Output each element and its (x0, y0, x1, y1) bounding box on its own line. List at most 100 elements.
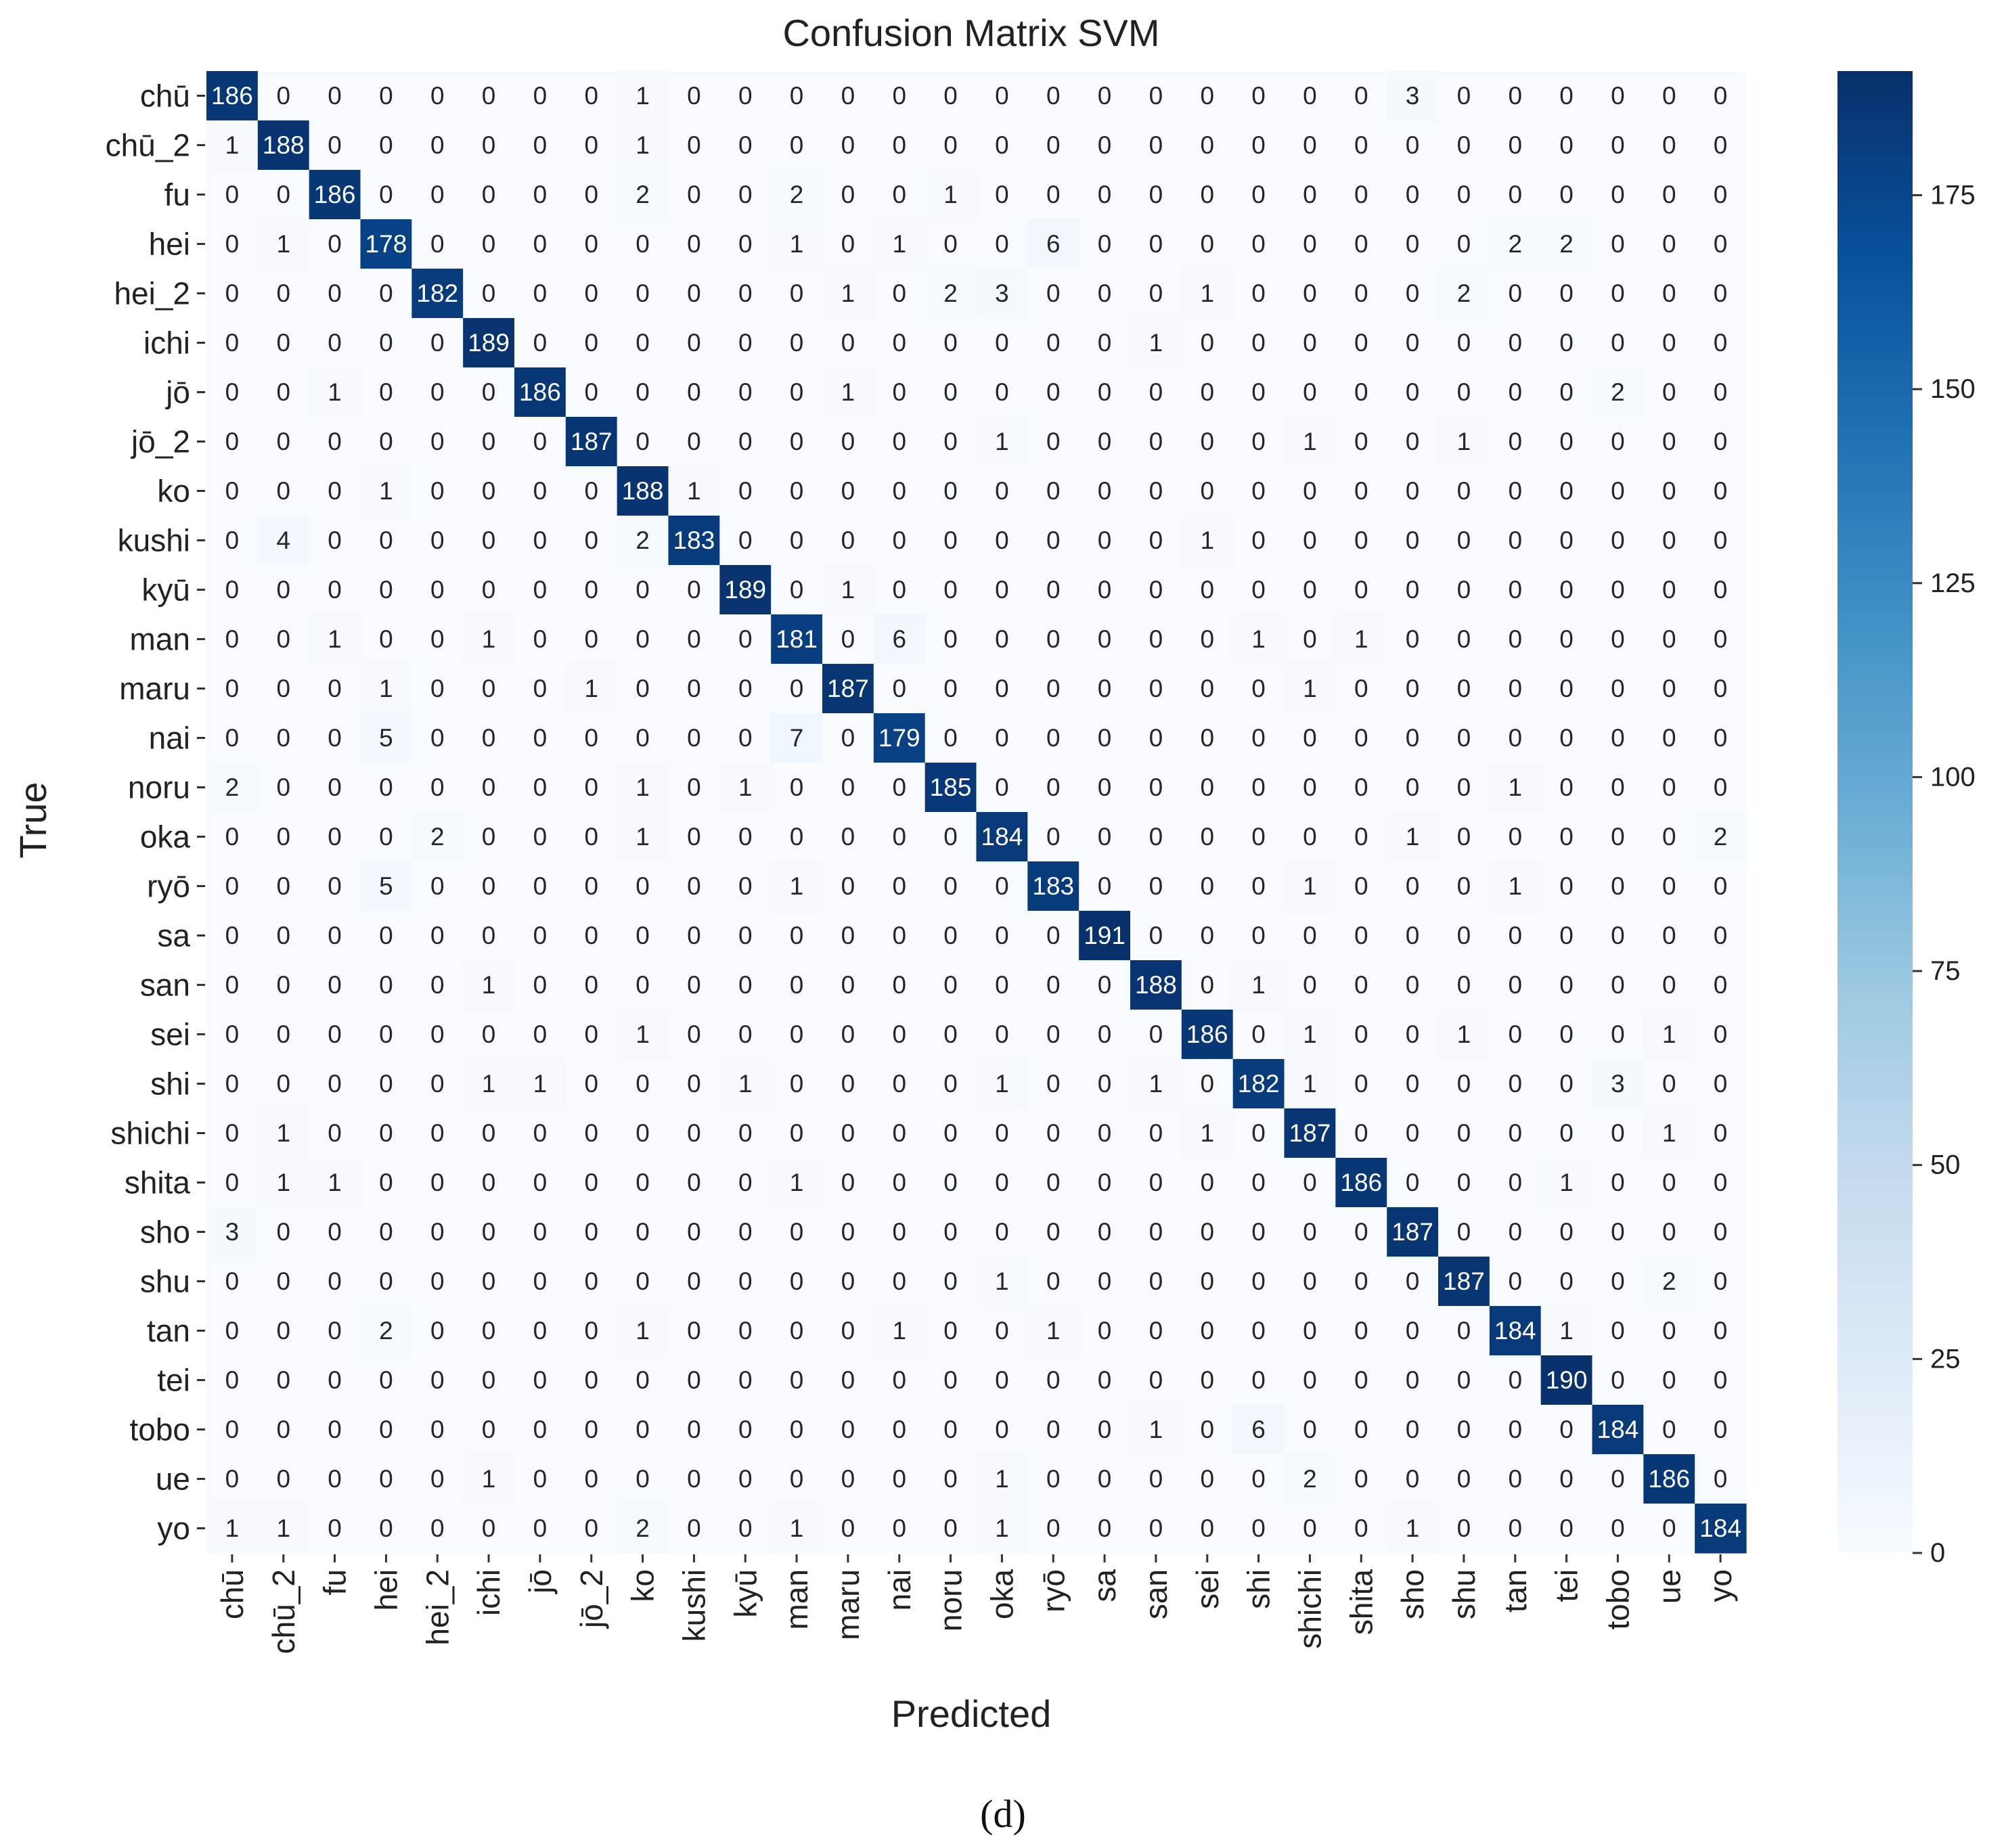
cell-value-label: 5 (379, 724, 393, 752)
cell-value-label: 0 (995, 576, 1009, 604)
heatmap-cell (822, 318, 874, 368)
cell-value-label: 0 (379, 1119, 393, 1147)
cell-value-label: 0 (328, 1267, 342, 1295)
cell-value-label: 0 (943, 428, 958, 455)
cell-value-label: 0 (1662, 279, 1676, 307)
heatmap-cell (976, 417, 1028, 467)
heatmap-cell (976, 1010, 1028, 1060)
cell-value-label: 0 (328, 1514, 342, 1542)
cell-value-label: 0 (328, 428, 342, 455)
cell-value-label: 0 (1714, 378, 1728, 406)
cell-value-label: 191 (1084, 922, 1125, 949)
heatmap-cell (1540, 318, 1593, 368)
heatmap-cell (1438, 1405, 1490, 1455)
y-tick-label: oka (140, 819, 191, 855)
heatmap-cell (514, 120, 566, 171)
heatmap-cell (873, 960, 926, 1010)
heatmap-cell (257, 911, 310, 961)
heatmap-cell (873, 713, 926, 763)
heatmap-cell (873, 170, 926, 220)
heatmap-cell (257, 664, 310, 714)
heatmap-cell (1181, 713, 1234, 763)
cell-value-label: 0 (1457, 1366, 1471, 1394)
heatmap-cell (719, 763, 772, 813)
cell-value-label: 0 (533, 922, 548, 949)
cell-value-label: 0 (328, 1020, 342, 1048)
cell-value-label: 0 (584, 1317, 598, 1345)
heatmap-cell (873, 1207, 926, 1257)
heatmap-cell (1387, 219, 1439, 269)
heatmap-cell (1489, 1257, 1542, 1307)
heatmap-cell (924, 763, 977, 813)
heatmap-cell (1592, 120, 1644, 171)
heatmap-cell (1284, 318, 1336, 368)
cell-value-label: 0 (687, 1267, 701, 1295)
heatmap-cell (1643, 219, 1695, 269)
colorbar-tick-label: 125 (1930, 568, 1976, 598)
cell-value-label: 0 (892, 1416, 906, 1443)
cell-value-label: 0 (276, 773, 290, 801)
heatmap-cell (1387, 120, 1439, 171)
colorbar-tick-label: 50 (1930, 1150, 1961, 1180)
heatmap-cell (1079, 417, 1131, 467)
heatmap-cell (1130, 318, 1182, 368)
heatmap-cell (771, 763, 823, 813)
heatmap-cell (822, 466, 874, 516)
cell-value-label: 0 (1098, 1070, 1112, 1098)
heatmap-cell (1079, 763, 1131, 813)
heatmap-cell (206, 614, 259, 664)
cell-value-label: 0 (533, 1267, 548, 1295)
heatmap-cell (360, 1355, 412, 1405)
cell-value-label: 0 (995, 1119, 1009, 1147)
heatmap-cell (1284, 269, 1336, 319)
cell-value-label: 183 (673, 526, 715, 554)
heatmap-cell (924, 170, 977, 220)
heatmap-cell (668, 812, 720, 862)
heatmap-cell (1387, 1504, 1439, 1554)
heatmap-cell (463, 1207, 515, 1257)
cell-value-label: 0 (1457, 1119, 1471, 1147)
heatmap-cell (360, 1158, 412, 1208)
heatmap-cell (1079, 1059, 1131, 1109)
cell-value-label: 187 (1289, 1119, 1331, 1147)
cell-value-label: 0 (1559, 279, 1574, 307)
cell-value-label: 0 (225, 1416, 240, 1443)
heatmap-cell (976, 1207, 1028, 1257)
cell-value-label: 2 (430, 823, 445, 851)
heatmap-cell (1130, 614, 1182, 664)
heatmap-cell (1130, 120, 1182, 171)
heatmap-cell (1695, 911, 1747, 961)
cell-value-label: 0 (1508, 82, 1522, 110)
heatmap-cell (822, 1405, 874, 1455)
cell-value-label: 0 (533, 971, 548, 999)
cell-value-label: 0 (379, 1416, 393, 1443)
heatmap-cell (822, 1059, 874, 1109)
cell-value-label: 0 (1508, 675, 1522, 702)
y-tick-label: maru (119, 671, 190, 706)
heatmap-cell (873, 861, 926, 911)
heatmap-cell (1643, 1158, 1695, 1208)
cell-value-label: 0 (790, 329, 804, 357)
cell-value-label: 0 (482, 1366, 496, 1394)
heatmap-cell (206, 466, 259, 516)
heatmap-cell (1540, 911, 1593, 961)
heatmap-cell (771, 219, 823, 269)
heatmap-cell (1130, 1355, 1182, 1405)
heatmap-cell (976, 614, 1028, 664)
cell-value-label: 3 (225, 1218, 240, 1246)
cell-value-label: 0 (1662, 428, 1676, 455)
heatmap-cell (976, 1108, 1028, 1158)
cell-value-label: 0 (1046, 625, 1061, 653)
heatmap-cell (873, 1059, 926, 1109)
cell-value-label: 0 (1559, 1416, 1574, 1443)
heatmap-cell (206, 1306, 259, 1356)
cell-value-label: 0 (943, 1218, 958, 1246)
heatmap-cell (873, 1158, 926, 1208)
cell-value-label: 0 (1098, 131, 1112, 159)
cell-value-label: 0 (841, 773, 855, 801)
cell-value-label: 0 (328, 823, 342, 851)
heatmap-cell (1592, 1504, 1644, 1554)
cell-value-label: 0 (584, 329, 598, 357)
heatmap-cell (668, 713, 720, 763)
heatmap-cell (1695, 170, 1747, 220)
